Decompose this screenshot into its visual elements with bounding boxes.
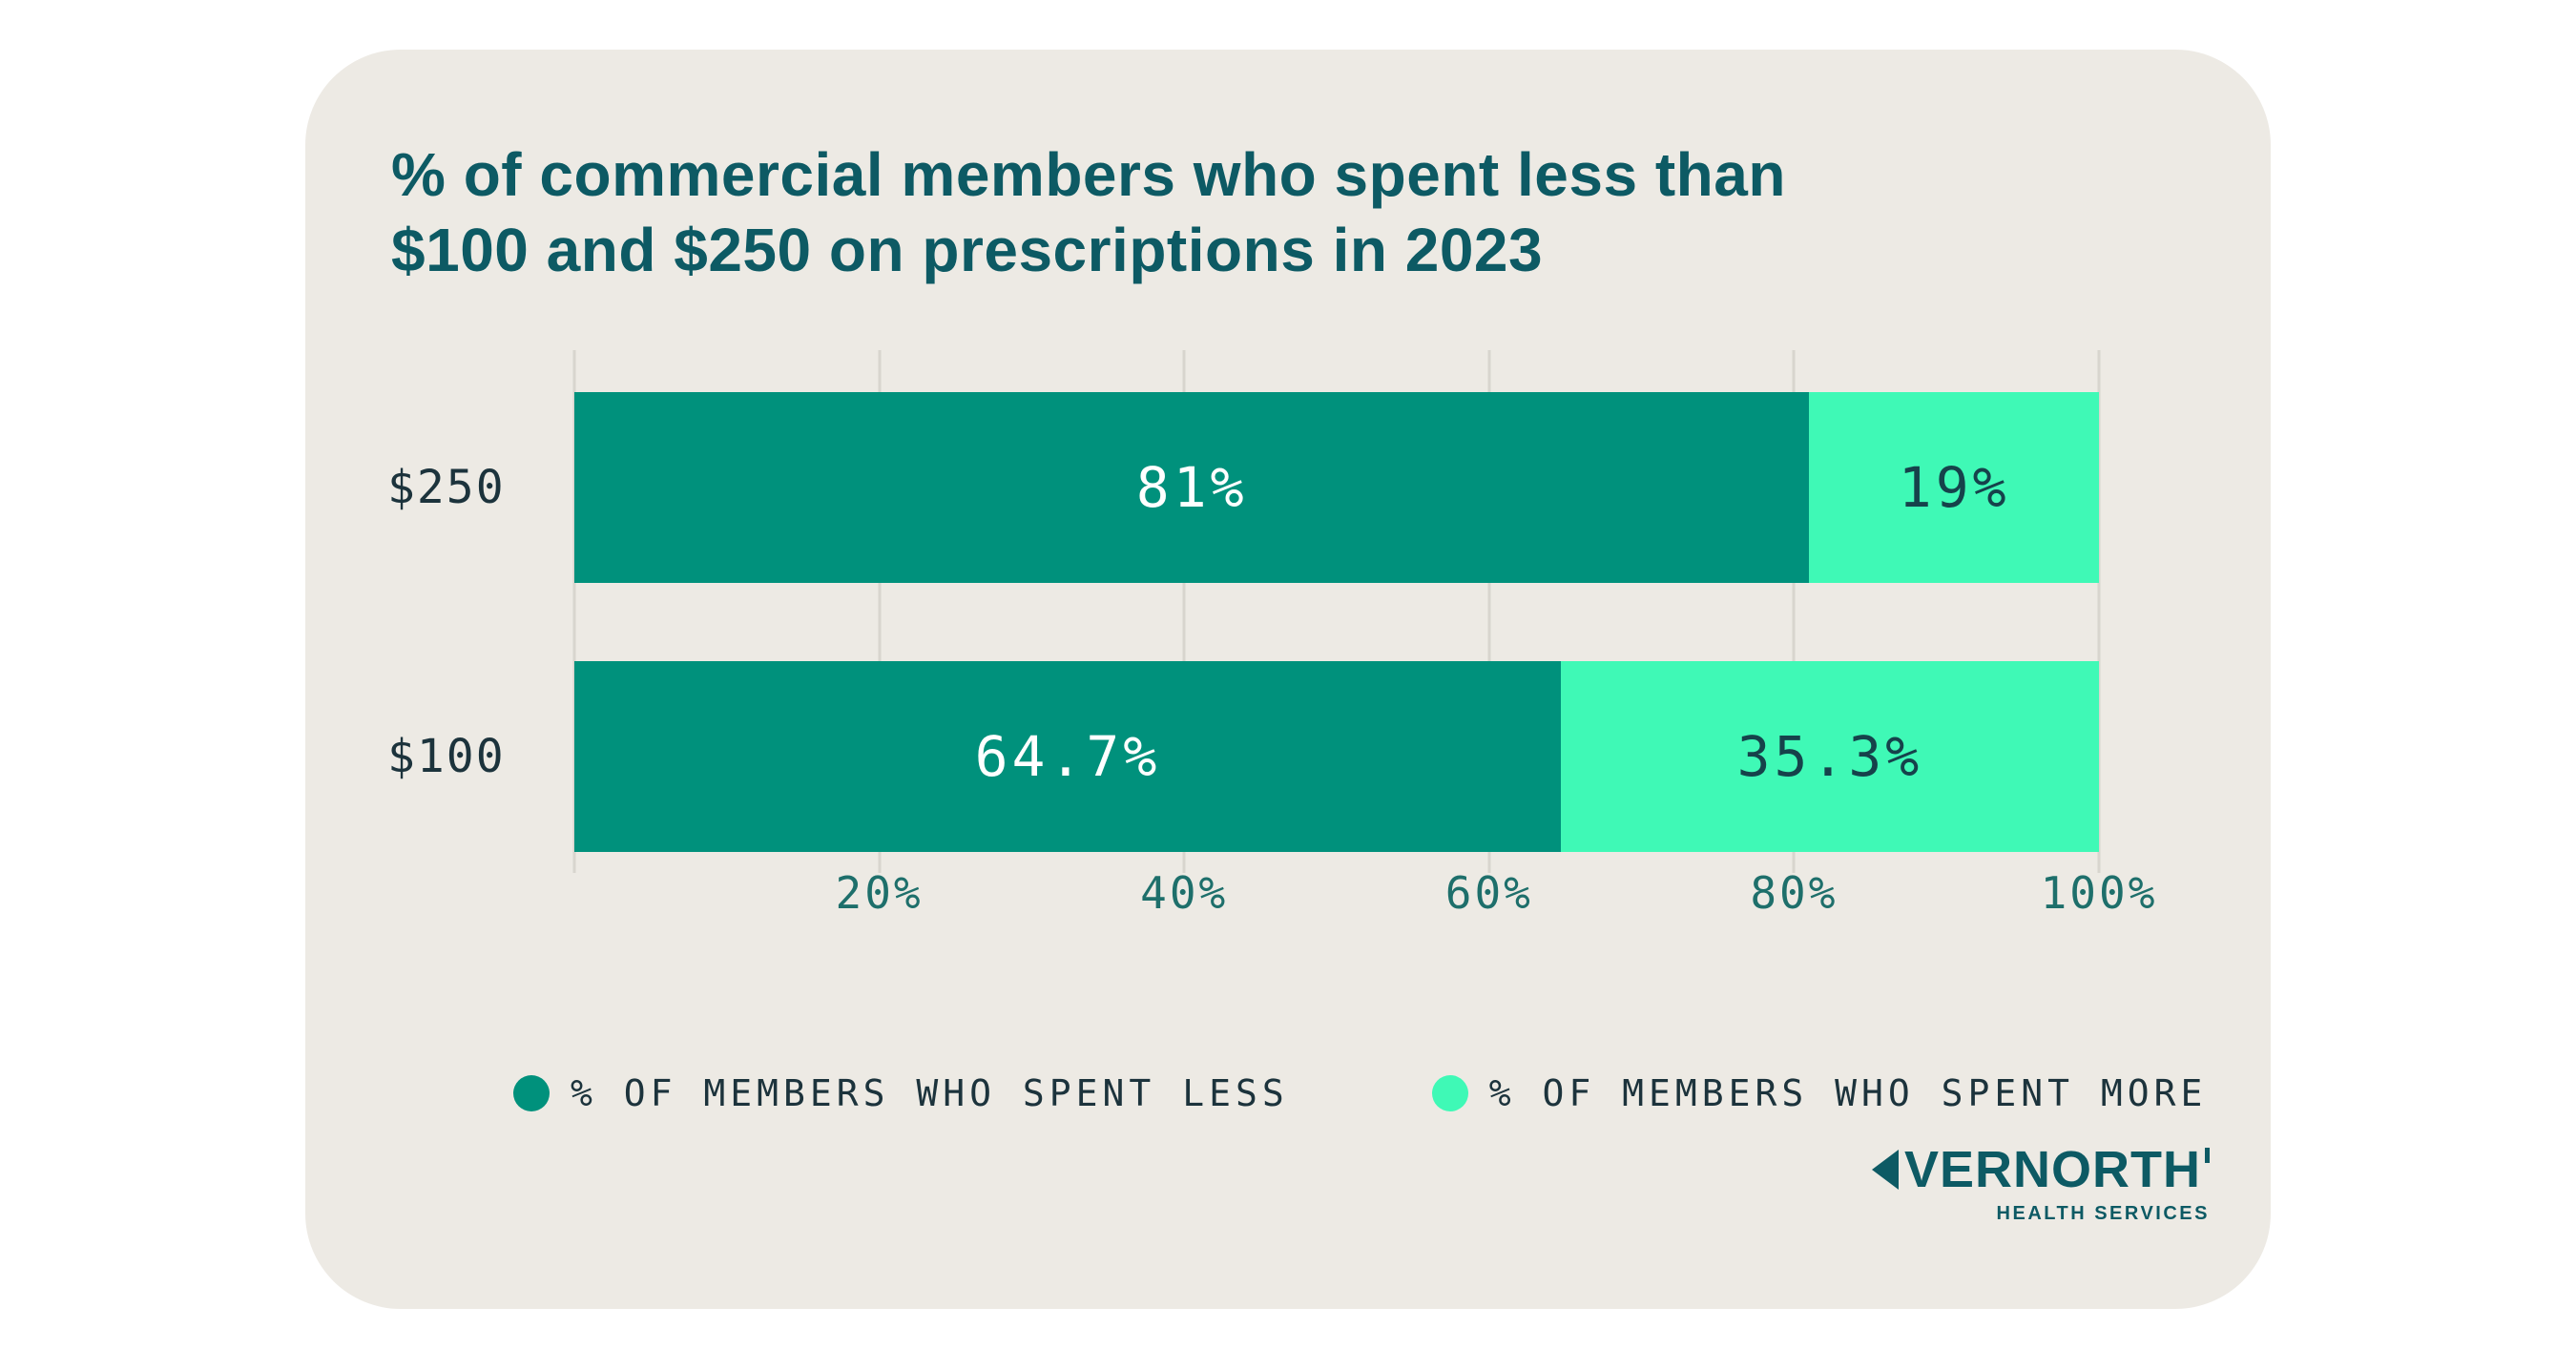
bar-segment: 19% bbox=[1809, 392, 2099, 583]
legend-label: % OF MEMBERS WHO SPENT LESS bbox=[571, 1072, 1289, 1114]
tick-label-40: 40% bbox=[1140, 867, 1229, 919]
bar-segment: 64.7% bbox=[574, 661, 1561, 852]
tick-label-20: 20% bbox=[835, 867, 924, 919]
stacked-bar-chart: $250 81% 19% $100 64.7% 35.3% 20% 40% 60% 80% 100… bbox=[387, 350, 2154, 919]
evernorth-subtitle: HEALTH SERVICES bbox=[1996, 1203, 2210, 1224]
bar-segment: 35.3% bbox=[1560, 661, 2099, 852]
legend-item: % OF MEMBERS WHO SPENT MORE bbox=[1431, 1072, 2208, 1114]
bar-row-100: $100 64.7% 35.3% bbox=[387, 661, 2099, 852]
gridline-80 bbox=[1792, 350, 1796, 873]
evernorth-logo: VERNORTH HEALTH SERVICES bbox=[1871, 1141, 2210, 1225]
tick-label-100: 100% bbox=[2040, 867, 2158, 919]
gridline-40 bbox=[1182, 350, 1186, 873]
row-label: $100 bbox=[387, 730, 506, 783]
chart-card: % of commercial members who spent less t… bbox=[305, 50, 2271, 1309]
gridline-60 bbox=[1487, 350, 1491, 873]
evernorth-e-arrow-icon bbox=[1871, 1150, 1899, 1190]
bar-track: 81% 19% bbox=[574, 392, 2099, 583]
x-axis-ticks: 20% 40% 60% 80% 100% bbox=[574, 867, 2155, 924]
legend-dot-icon bbox=[513, 1075, 550, 1111]
tick-label-60: 60% bbox=[1444, 867, 1533, 919]
chart-title-line-1: % of commercial members who spent less t… bbox=[391, 140, 1786, 209]
bar-row-250: $250 81% 19% bbox=[387, 392, 2099, 583]
chart-title: % of commercial members who spent less t… bbox=[391, 137, 1786, 289]
bar-track: 64.7% 35.3% bbox=[574, 661, 2099, 852]
legend-item: % OF MEMBERS WHO SPENT LESS bbox=[513, 1072, 1289, 1114]
gridline-20 bbox=[878, 350, 882, 873]
row-label: $250 bbox=[387, 461, 506, 514]
gridlines bbox=[572, 350, 2101, 873]
gridline-0 bbox=[572, 350, 576, 873]
bar-segment: 81% bbox=[574, 392, 1810, 583]
tick-label-80: 80% bbox=[1750, 867, 1839, 919]
chart-title-line-2: $100 and $250 on prescriptions in 2023 bbox=[391, 216, 1544, 285]
evernorth-brand-text: VERNORTH bbox=[1903, 1141, 2201, 1198]
gridline-100 bbox=[2097, 350, 2101, 873]
legend-label: % OF MEMBERS WHO SPENT MORE bbox=[1488, 1072, 2208, 1114]
trademark-mark bbox=[2205, 1148, 2210, 1163]
evernorth-wordmark: VERNORTH bbox=[1871, 1141, 2210, 1198]
legend: % OF MEMBERS WHO SPENT LESS % OF MEMBERS … bbox=[513, 1072, 2207, 1114]
legend-dot-icon bbox=[1431, 1075, 1468, 1111]
plot-area: $250 81% 19% $100 64.7% 35.3% bbox=[387, 392, 2099, 852]
